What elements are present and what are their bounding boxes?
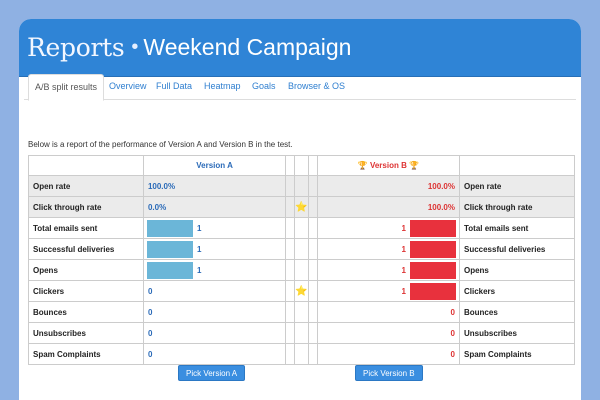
trophy-icon: 🏆: [409, 161, 420, 170]
version-a-value: 0.0%: [142, 196, 287, 218]
row-label: Total emails sent: [28, 217, 144, 239]
ab-results-table: Version A 🏆 Version B 🏆 Open rate 100.0%…: [28, 155, 576, 365]
table-header-row: Version A 🏆 Version B 🏆: [28, 155, 576, 176]
version-a-bar: [146, 261, 193, 279]
version-a-value-cell: 1: [142, 217, 287, 239]
title-separator: •: [131, 36, 139, 58]
version-a-value: 0: [142, 301, 287, 323]
version-a-value: 100.0%: [142, 175, 287, 197]
row-label-right: Spam Complaints: [458, 343, 576, 365]
page-header: Reports • Weekend Campaign: [19, 19, 581, 77]
version-b-value: 100.0%: [316, 196, 460, 218]
row-label: Click through rate: [28, 196, 144, 218]
winner-star-icon: ⭐: [294, 280, 309, 302]
table-row: Total emails sent 1 1 Total emails sent: [28, 217, 576, 239]
tab-goals[interactable]: Goals: [252, 81, 276, 91]
tab-overview[interactable]: Overview: [109, 81, 147, 91]
row-label-right: Click through rate: [458, 196, 576, 218]
report-tabs: A/B split results Overview Full Data Hea…: [24, 74, 576, 101]
version-a-bar: [146, 219, 193, 237]
row-label: Unsubscribes: [28, 322, 144, 344]
version-b-value: 100.0%: [316, 175, 460, 197]
version-a-value-cell: 1: [142, 238, 287, 260]
table-row: Bounces 0 0 Bounces: [28, 301, 576, 323]
tab-full-data[interactable]: Full Data: [156, 81, 193, 91]
row-label-right: Open rate: [458, 175, 576, 197]
version-b-value: 0: [316, 343, 460, 365]
row-label-right: Clickers: [458, 280, 576, 302]
row-label: Opens: [28, 259, 144, 281]
version-a-value: 0: [142, 322, 287, 344]
version-a-value: 1: [196, 244, 202, 254]
version-a-value-cell: 1: [142, 259, 287, 281]
version-b-value: 0: [316, 301, 460, 323]
version-b-value-cell: 1: [316, 238, 460, 260]
version-a-heading: Version A: [142, 155, 287, 176]
pick-version-a-button[interactable]: Pick Version A: [178, 365, 246, 381]
row-label: Open rate: [28, 175, 144, 197]
page-title: Reports: [27, 33, 125, 62]
table-row: Click through rate 0.0% ⭐ 100.0% Click t…: [28, 196, 576, 218]
trophy-icon: 🏆: [357, 161, 368, 170]
version-b-label: Version B: [369, 161, 407, 170]
version-b-value: 1: [401, 244, 406, 254]
version-b-bar: [409, 219, 456, 237]
version-b-value-cell: 1: [316, 280, 460, 302]
version-a-value: 0: [142, 343, 287, 365]
version-b-value: 1: [401, 223, 406, 233]
table-row: Successful deliveries 1 1 Successful del…: [28, 238, 576, 260]
campaign-name: Weekend Campaign: [143, 34, 352, 60]
table-row: Opens 1 1 Opens: [28, 259, 576, 281]
version-a-bar: [146, 240, 193, 258]
row-label-right: Total emails sent: [458, 217, 576, 239]
table-row: Spam Complaints 0 0 Spam Complaints: [28, 343, 576, 365]
version-b-bar: [409, 261, 456, 279]
version-a-value: 1: [196, 223, 202, 233]
row-label: Spam Complaints: [28, 343, 144, 365]
row-label-right: Successful deliveries: [458, 238, 576, 260]
version-b-value: 1: [401, 286, 406, 296]
row-label: Successful deliveries: [28, 238, 144, 260]
tab-heatmap[interactable]: Heatmap: [204, 81, 241, 91]
table-row: Open rate 100.0% 100.0% Open rate: [28, 175, 576, 197]
version-b-value: 0: [316, 322, 460, 344]
version-b-bar: [409, 240, 456, 258]
tab-browser-os[interactable]: Browser & OS: [288, 81, 346, 91]
version-b-value-cell: 1: [316, 259, 460, 281]
version-b-value: 1: [401, 265, 406, 275]
table-row: Unsubscribes 0 0 Unsubscribes: [28, 322, 576, 344]
row-label-right: Opens: [458, 259, 576, 281]
row-label-right: Unsubscribes: [458, 322, 576, 344]
tab-ab-split-results[interactable]: A/B split results: [28, 74, 105, 101]
version-b-heading: 🏆 Version B 🏆: [316, 155, 460, 176]
version-b-bar: [409, 282, 456, 300]
report-intro: Below is a report of the performance of …: [28, 140, 293, 149]
row-label: Clickers: [28, 280, 144, 302]
table-row: Clickers 0 ⭐ 1 Clickers: [28, 280, 576, 302]
version-a-value: 1: [196, 265, 202, 275]
version-a-value: 0: [142, 280, 287, 302]
row-label-right: Bounces: [458, 301, 576, 323]
row-label: Bounces: [28, 301, 144, 323]
version-b-value-cell: 1: [316, 217, 460, 239]
winner-star-icon: ⭐: [294, 196, 309, 218]
pick-version-b-button[interactable]: Pick Version B: [355, 365, 423, 381]
